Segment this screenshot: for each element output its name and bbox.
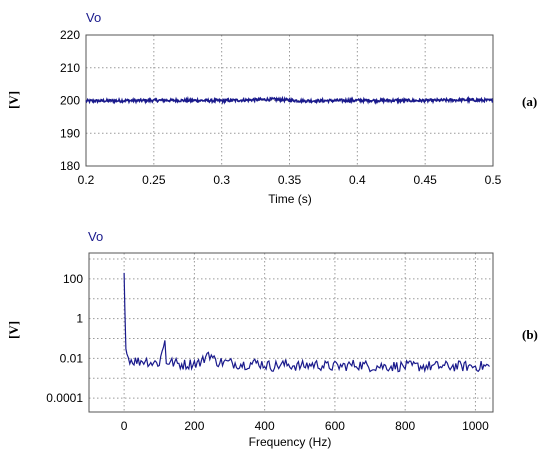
panel-a-tick-labels: 0.2 0.25 0.3 0.35 0.4 0.45 0.5 180 190 200 210 220 bbox=[60, 28, 502, 187]
x-tick-label: 400 bbox=[255, 419, 275, 433]
panel-b: Vo 0 200 400 600 800 1000 100 1 0.01 0.0001 Frequ… bbox=[6, 229, 538, 449]
panel-a-y-axis-label: [V] bbox=[6, 91, 21, 109]
x-tick-label: 0 bbox=[121, 419, 128, 433]
panel-a-series bbox=[85, 95, 494, 105]
x-tick-label: 200 bbox=[184, 419, 204, 433]
panel-b-series-title: Vo bbox=[88, 229, 103, 244]
panel-a: Vo 0.2 0.25 0.3 0.35 0.4 0.45 0.5 180 190 200 210 2… bbox=[6, 10, 537, 206]
y-tick-label: 190 bbox=[60, 126, 80, 140]
x-tick-label: 800 bbox=[395, 419, 415, 433]
panel-a-series-title: Vo bbox=[86, 10, 101, 25]
vo-spectrum-trace bbox=[123, 272, 490, 374]
x-tick-label: 600 bbox=[325, 419, 345, 433]
y-tick-label: 180 bbox=[60, 159, 80, 173]
panel-a-tag: (a) bbox=[522, 94, 537, 109]
panel-b-y-axis-label: [V] bbox=[6, 321, 21, 339]
y-tick-label: 200 bbox=[60, 94, 80, 108]
y-tick-label: 0.01 bbox=[60, 351, 84, 365]
panel-b-series bbox=[123, 272, 490, 374]
panel-b-x-axis-label: Frequency (Hz) bbox=[249, 435, 332, 449]
panel-b-tag: (b) bbox=[522, 327, 538, 342]
x-tick-label: 0.4 bbox=[349, 173, 366, 187]
x-tick-label: 0.3 bbox=[213, 173, 230, 187]
x-tick-label: 1000 bbox=[462, 419, 489, 433]
y-tick-label: 1 bbox=[76, 312, 83, 326]
panel-a-x-axis-label: Time (s) bbox=[268, 192, 312, 206]
y-tick-label: 210 bbox=[60, 61, 80, 75]
panel-b-plot-frame bbox=[88, 252, 494, 413]
vo-time-trace bbox=[85, 95, 494, 105]
x-tick-label: 0.5 bbox=[485, 173, 502, 187]
x-tick-label: 0.2 bbox=[78, 173, 95, 187]
x-tick-label: 0.45 bbox=[413, 173, 437, 187]
x-tick-label: 0.35 bbox=[278, 173, 302, 187]
panel-b-tick-labels: 0 200 400 600 800 1000 100 1 0.01 0.0001 bbox=[46, 272, 489, 433]
x-tick-label: 0.25 bbox=[142, 173, 166, 187]
y-tick-label: 100 bbox=[63, 272, 83, 286]
y-tick-label: 0.0001 bbox=[46, 391, 83, 405]
y-tick-label: 220 bbox=[60, 28, 80, 42]
panel-b-grid bbox=[89, 253, 493, 412]
